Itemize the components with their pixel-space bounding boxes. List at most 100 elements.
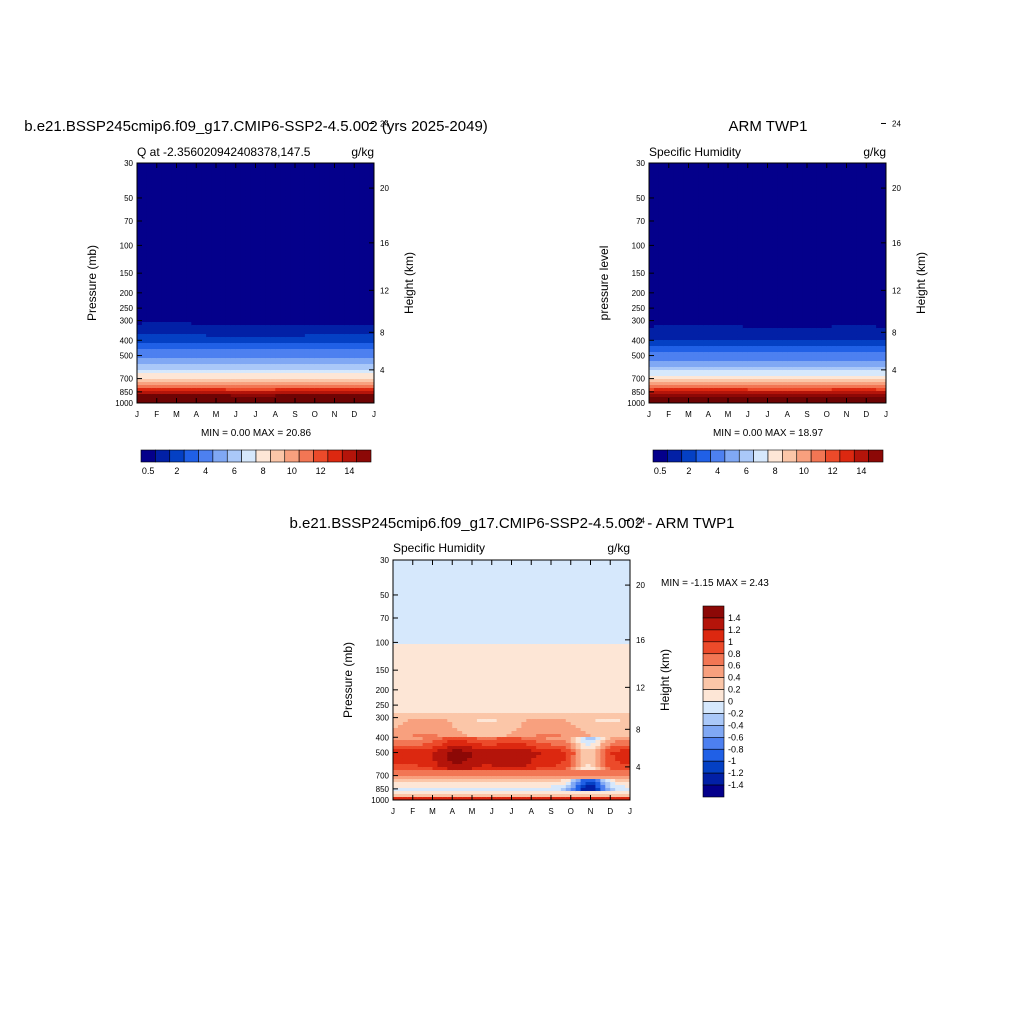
colorbar-tick-label: -0.8: [728, 744, 744, 754]
pressure-tick-label: 250: [120, 304, 134, 313]
panel3-ylabel-right: Height (km): [658, 649, 672, 711]
pressure-tick-label: 850: [120, 388, 134, 397]
colorbar-tick-label: 6: [232, 466, 237, 476]
colorbar-swatch: [682, 450, 696, 462]
height-tick-label: 12: [380, 286, 389, 295]
month-tick-label: J: [884, 410, 888, 419]
colorbar-swatch: [703, 785, 724, 797]
pressure-tick-label: 400: [120, 336, 134, 345]
month-tick-label: M: [213, 410, 220, 419]
height-tick-label: 16: [892, 239, 901, 248]
colorbar-tick-label: 0.4: [728, 673, 741, 683]
colorbar-swatch: [826, 450, 840, 462]
colorbar-swatch: [170, 450, 184, 462]
pressure-tick-label: 70: [124, 217, 133, 226]
pressure-tick-label: 150: [120, 269, 134, 278]
colorbar-tick-label: -0.6: [728, 732, 744, 742]
colorbar-tick-label: 1.2: [728, 625, 741, 635]
month-tick-label: F: [154, 410, 159, 419]
panel3-ylabel-left: Pressure (mb): [341, 642, 355, 718]
colorbar-tick-label: -0.2: [728, 708, 744, 718]
colorbar-swatch: [703, 666, 724, 678]
colorbar-swatch: [703, 630, 724, 642]
pressure-tick-label: 1000: [115, 399, 133, 408]
panel1-right-label: g/kg: [351, 145, 374, 159]
month-tick-label: M: [685, 410, 692, 419]
pressure-tick-label: 250: [376, 701, 390, 710]
colorbar-tick-label: 4: [203, 466, 208, 476]
panel3-stats: MIN = -1.15 MAX = 2.43: [661, 578, 769, 589]
panel2-stats: MIN = 0.00 MAX = 18.97: [713, 428, 823, 439]
pressure-tick-label: 500: [120, 352, 134, 361]
height-tick-label: 8: [892, 328, 897, 337]
panel3-colorbar: 1.41.210.80.60.40.20-0.2-0.4-0.6-0.8-1-1…: [703, 606, 744, 797]
height-tick-label: 24: [892, 119, 901, 128]
panel1-title: b.e21.BSSP245cmip6.f09_g17.CMIP6-SSP2-4.…: [24, 118, 488, 135]
pressure-tick-label: 300: [120, 317, 134, 326]
colorbar-swatch: [703, 713, 724, 725]
colorbar-swatch: [703, 702, 724, 714]
colorbar-swatch: [703, 654, 724, 666]
pressure-tick-label: 1000: [627, 399, 645, 408]
pressure-tick-label: 100: [376, 638, 390, 647]
height-tick-label: 24: [636, 516, 645, 525]
colorbar-swatch: [840, 450, 854, 462]
height-tick-label: 8: [636, 725, 641, 734]
month-tick-label: A: [706, 410, 712, 419]
panel2-ylabel-right: Height (km): [914, 252, 928, 314]
month-tick-label: J: [628, 807, 632, 816]
panel1-left-label: Q at -2.356020942408378,147.5: [137, 145, 311, 159]
month-tick-label: A: [194, 410, 200, 419]
colorbar-tick-label: 12: [316, 466, 326, 476]
month-tick-label: M: [173, 410, 180, 419]
colorbar-swatch: [703, 725, 724, 737]
panel2-plot: 3050701001502002503004005007008501000242…: [627, 119, 901, 419]
colorbar-tick-label: 8: [773, 466, 778, 476]
month-tick-label: F: [666, 410, 671, 419]
month-tick-label: J: [510, 807, 514, 816]
colorbar-swatch: [155, 450, 169, 462]
pressure-tick-label: 30: [380, 556, 389, 565]
pressure-tick-label: 30: [636, 159, 645, 168]
colorbar-swatch: [703, 737, 724, 749]
pressure-tick-label: 500: [632, 352, 646, 361]
month-tick-label: O: [568, 807, 574, 816]
colorbar-swatch: [725, 450, 739, 462]
height-tick-label: 4: [380, 366, 385, 375]
height-tick-label: 20: [892, 184, 901, 193]
colorbar-swatch: [357, 450, 371, 462]
colorbar-tick-label: 0.5: [654, 466, 667, 476]
colorbar-swatch: [199, 450, 213, 462]
pressure-tick-label: 50: [380, 591, 389, 600]
panel3-plot: 3050701001502002503004005007008501000242…: [371, 516, 645, 816]
month-tick-label: A: [529, 807, 535, 816]
height-tick-label: 4: [636, 763, 641, 772]
month-tick-label: M: [429, 807, 436, 816]
month-tick-label: A: [785, 410, 791, 419]
colorbar-swatch: [754, 450, 768, 462]
panel3-title: b.e21.BSSP245cmip6.f09_g17.CMIP6-SSP2-4.…: [290, 515, 735, 532]
height-tick-label: 16: [636, 636, 645, 645]
month-tick-label: J: [372, 410, 376, 419]
colorbar-swatch: [213, 450, 227, 462]
month-tick-label: D: [607, 807, 613, 816]
month-tick-label: J: [746, 410, 750, 419]
colorbar-tick-label: 2: [686, 466, 691, 476]
colorbar-swatch: [703, 749, 724, 761]
colorbar-tick-label: 0: [728, 697, 733, 707]
colorbar-tick-label: 0.6: [728, 661, 741, 671]
colorbar-tick-label: 8: [261, 466, 266, 476]
colorbar-swatch: [797, 450, 811, 462]
pressure-tick-label: 300: [376, 714, 390, 723]
colorbar-tick-label: 10: [287, 466, 297, 476]
colorbar-tick-label: 6: [744, 466, 749, 476]
colorbar-tick-label: 14: [856, 466, 866, 476]
month-tick-label: A: [450, 807, 456, 816]
colorbar-swatch: [141, 450, 155, 462]
pressure-tick-label: 700: [632, 375, 646, 384]
colorbar-tick-label: -1.2: [728, 768, 744, 778]
pressure-tick-label: 150: [376, 666, 390, 675]
colorbar-swatch: [869, 450, 883, 462]
